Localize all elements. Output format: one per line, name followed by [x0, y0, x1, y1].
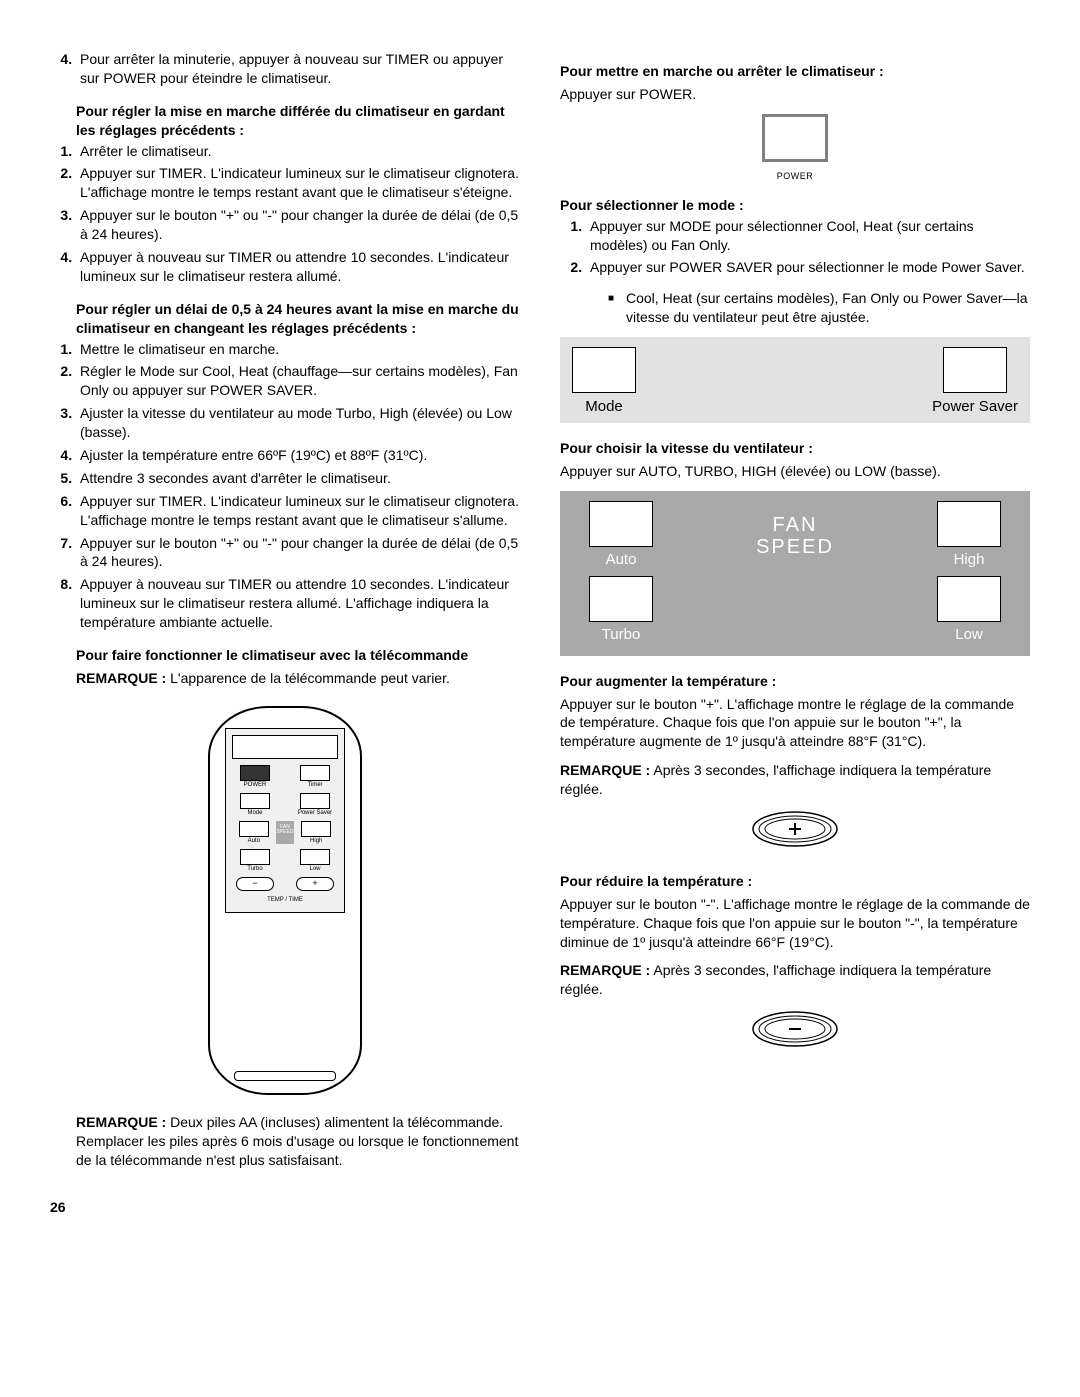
page-number: 26 [50, 1198, 520, 1217]
list-item: Appuyer sur MODE pour sélectionner Cool,… [586, 217, 1030, 255]
list-item: Régler le Mode sur Cool, Heat (chauffage… [76, 362, 520, 400]
psaver-button-icon [943, 347, 1007, 393]
heading-fan: Pour choisir la vitesse du ventilateur : [560, 439, 1030, 458]
remote-auto-button [239, 821, 269, 837]
list-item: Appuyer à nouveau sur TIMER ou attendre … [76, 248, 520, 286]
fan-high-label: High [924, 550, 1014, 570]
heading-temp-down: Pour réduire la température : [560, 872, 1030, 891]
minus-oval-icon [750, 1009, 840, 1049]
heading-remote: Pour faire fonctionner le climatiseur av… [76, 646, 520, 665]
list-item: Appuyer sur le bouton "+" ou "-" pour ch… [76, 534, 520, 572]
remote-auto-label: Auto [232, 838, 276, 844]
list-item: Pour arrêter la minuterie, appuyer à nou… [76, 50, 520, 88]
mode-panel: Mode Power Saver [560, 337, 1030, 423]
remote-psaver-label: Power Saver [292, 810, 338, 816]
mode-button-icon [572, 347, 636, 393]
remote-timer-label: Timer [292, 782, 338, 788]
remote-turbo-button [240, 849, 270, 865]
power-text: Appuyer sur POWER. [560, 85, 1030, 104]
fan-text: Appuyer sur AUTO, TURBO, HIGH (élevée) o… [560, 462, 1030, 481]
heading-mode: Pour sélectionner le mode : [560, 196, 1030, 215]
list-item: Appuyer sur POWER SAVER pour sélectionne… [586, 258, 1030, 277]
power-figure: POWER [560, 114, 1030, 182]
list-item: Appuyer sur TIMER. L'indicateur lumineux… [76, 492, 520, 530]
psaver-cell: Power Saver [932, 347, 1018, 417]
remote-figure: POWER Timer Mode Power Saver Auto FANSPE… [50, 706, 520, 1095]
page-columns: Pour arrêter la minuterie, appuyer à nou… [50, 48, 1030, 1216]
fan-low-label: Low [924, 625, 1014, 645]
right-column: Pour mettre en marche ou arrêter le clim… [560, 48, 1030, 1216]
list-mode: Appuyer sur MODE pour sélectionner Cool,… [560, 217, 1030, 278]
remote-plus-button: + [296, 877, 334, 891]
temp-down-text: Appuyer sur le bouton "-". L'affichage m… [560, 895, 1030, 952]
remote-turbo-label: Turbo [232, 866, 278, 872]
remote-mode-label: Mode [232, 810, 278, 816]
remote-high-button [301, 821, 331, 837]
remote-body: POWER Timer Mode Power Saver Auto FANSPE… [208, 706, 362, 1095]
remark-text: L'apparence de la télécommande peut vari… [166, 670, 450, 686]
temp-down-remark: REMARQUE : Après 3 secondes, l'affichage… [560, 961, 1030, 999]
list-item: Ajuster la température entre 66ºF (19ºC)… [76, 446, 520, 465]
fan-auto-button [589, 501, 653, 547]
fan-turbo-button [589, 576, 653, 622]
list-item: Ajuster la vitesse du ventilateur au mod… [76, 404, 520, 442]
remote-low-label: Low [292, 866, 338, 872]
fan-panel: Auto FAN SPEED High Turbo Low [560, 491, 1030, 656]
list-timer-stop: Pour arrêter la minuterie, appuyer à nou… [50, 50, 520, 88]
mode-button-label: Mode [572, 397, 636, 417]
remote-power-label: POWER [232, 782, 278, 788]
heading-temp-up: Pour augmenter la température : [560, 672, 1030, 691]
mode-cell: Mode [572, 347, 636, 417]
minus-button-figure [560, 1009, 1030, 1054]
power-button-icon [762, 114, 828, 162]
list-item: Appuyer sur TIMER. L'indicateur lumineux… [76, 164, 520, 202]
temp-up-text: Appuyer sur le bouton "+". L'affichage m… [560, 695, 1030, 752]
list-item: Cool, Heat (sur certains modèles), Fan O… [608, 289, 1030, 327]
list-item: Attendre 3 secondes avant d'arrêter le c… [76, 469, 520, 488]
fan-auto-label: Auto [576, 550, 666, 570]
remote-power-button [240, 765, 270, 781]
list-item: Arrêter le climatiseur. [76, 142, 520, 161]
remote-minus-button: − [236, 877, 274, 891]
list-item: Mettre le climatiseur en marche. [76, 340, 520, 359]
mode-sublist: Cool, Heat (sur certains modèles), Fan O… [560, 289, 1030, 327]
remote-low-button [300, 849, 330, 865]
remote-display [232, 735, 338, 759]
remote-psaver-button [300, 793, 330, 809]
fan-low-button [937, 576, 1001, 622]
plus-button-figure [560, 809, 1030, 854]
remote-temp-label: TEMP / TIME [232, 896, 338, 904]
remote-remark: REMARQUE : L'apparence de la télécommand… [76, 669, 520, 688]
psaver-button-label: Power Saver [932, 397, 1018, 417]
remark-label: REMARQUE : [560, 762, 650, 778]
plus-oval-icon [750, 809, 840, 849]
fan-turbo-label: Turbo [576, 625, 666, 645]
remote-battery-remark: REMARQUE : Deux piles AA (incluses) alim… [76, 1113, 520, 1170]
remote-timer-button [300, 765, 330, 781]
heading-delayed-start-keep: Pour régler la mise en marche différée d… [76, 102, 520, 140]
fan-center-label: FAN SPEED [666, 514, 924, 558]
remark-label: REMARQUE : [76, 1114, 166, 1130]
left-column: Pour arrêter la minuterie, appuyer à nou… [50, 48, 520, 1216]
remark-label: REMARQUE : [560, 962, 650, 978]
remote-mode-button [240, 793, 270, 809]
temp-up-remark: REMARQUE : Après 3 secondes, l'affichage… [560, 761, 1030, 799]
remote-battery-cap [234, 1071, 336, 1081]
fan-high-button [937, 501, 1001, 547]
remark-label: REMARQUE : [76, 670, 166, 686]
remote-fan-center: FANSPEED [276, 821, 295, 844]
list-item: Appuyer sur le bouton "+" ou "-" pour ch… [76, 206, 520, 244]
remote-high-label: High [294, 838, 338, 844]
list-delayed-start-keep: Arrêter le climatiseur. Appuyer sur TIME… [50, 142, 520, 286]
heading-delayed-start-change: Pour régler un délai de 0,5 à 24 heures … [76, 300, 520, 338]
list-item: Appuyer à nouveau sur TIMER ou attendre … [76, 575, 520, 632]
heading-power: Pour mettre en marche ou arrêter le clim… [560, 62, 1030, 81]
remote-panel: POWER Timer Mode Power Saver Auto FANSPE… [225, 728, 345, 913]
list-delayed-start-change: Mettre le climatiseur en marche. Régler … [50, 340, 520, 632]
power-button-label: POWER [560, 170, 1030, 182]
